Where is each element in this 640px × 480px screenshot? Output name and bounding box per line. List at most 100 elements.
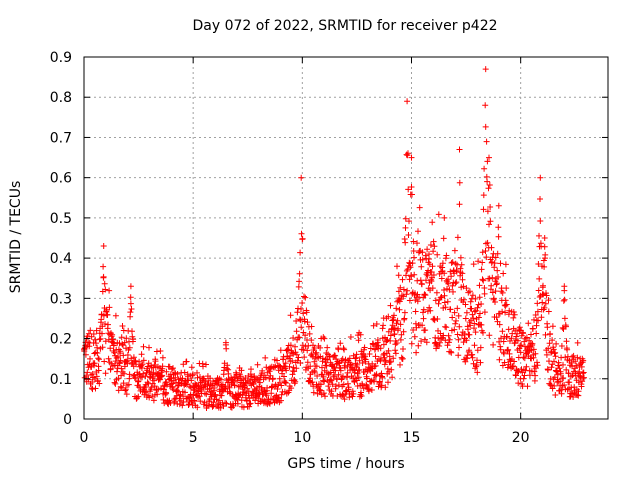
data-point (311, 358, 318, 365)
data-point (353, 351, 360, 358)
data-point (332, 383, 339, 390)
data-point (364, 375, 370, 382)
data-point (126, 371, 133, 378)
data-point (504, 364, 511, 371)
data-point (112, 380, 119, 387)
data-point (197, 398, 204, 405)
data-point (290, 335, 297, 341)
data-point (560, 361, 566, 368)
data-point (93, 327, 100, 334)
data-point (457, 254, 464, 261)
data-point (322, 393, 328, 400)
data-point (298, 230, 305, 237)
data-point (486, 221, 492, 228)
data-point (365, 388, 372, 395)
data-point (543, 351, 550, 358)
data-point (247, 400, 254, 407)
data-point (427, 242, 434, 248)
data-point (534, 308, 541, 315)
x-axis-label: GPS time / hours (287, 456, 405, 472)
data-point (466, 347, 473, 354)
data-point (266, 399, 272, 406)
data-point (536, 232, 542, 239)
data-point (423, 277, 429, 284)
data-point (388, 358, 394, 365)
data-point (403, 291, 410, 298)
data-point (210, 399, 217, 406)
data-point (117, 357, 124, 364)
data-point (266, 400, 273, 407)
data-point (371, 378, 378, 385)
data-point (472, 329, 479, 336)
data-point (505, 346, 512, 353)
data-point (334, 375, 340, 382)
data-point (142, 389, 149, 396)
data-point (240, 404, 247, 411)
data-point (560, 375, 567, 381)
data-point (286, 355, 292, 362)
data-point (121, 339, 128, 346)
data-point (102, 338, 109, 345)
data-point (87, 355, 93, 362)
data-point (289, 349, 295, 356)
data-point (366, 351, 373, 357)
data-point (85, 376, 92, 383)
data-point (152, 358, 159, 365)
data-point (474, 304, 481, 311)
data-point (297, 317, 304, 324)
data-point (370, 341, 377, 348)
data-point (553, 340, 560, 347)
data-point (548, 364, 555, 371)
data-point (447, 306, 454, 313)
data-point (415, 342, 422, 349)
data-point (362, 356, 369, 363)
data-point (560, 297, 567, 304)
data-point (220, 403, 227, 410)
data-point (320, 373, 327, 380)
data-point (295, 354, 302, 361)
data-point (402, 239, 409, 246)
data-point (470, 360, 477, 367)
data-point (410, 248, 417, 254)
data-point (310, 383, 317, 390)
data-point (455, 336, 462, 343)
data-point (504, 333, 510, 340)
data-point (556, 365, 563, 372)
data-point (489, 289, 496, 296)
data-point (409, 260, 416, 267)
data-point (463, 337, 470, 344)
data-point (414, 240, 420, 247)
data-point (435, 211, 442, 218)
data-point (442, 304, 449, 311)
data-point (521, 338, 528, 345)
data-point (389, 374, 396, 381)
data-point (542, 251, 549, 258)
data-point (347, 334, 354, 340)
data-point (384, 336, 391, 343)
data-point (515, 380, 522, 387)
data-point (529, 325, 536, 332)
data-point (368, 387, 375, 393)
data-point (540, 282, 546, 289)
data-point (540, 291, 547, 298)
data-point (572, 365, 578, 372)
data-point (487, 218, 494, 225)
data-point (380, 322, 387, 329)
data-point (408, 273, 415, 280)
data-point (552, 353, 559, 360)
data-point (435, 300, 442, 307)
data-point (458, 261, 465, 268)
data-point (487, 204, 494, 210)
data-point (476, 294, 483, 301)
data-point (94, 350, 101, 356)
data-point (568, 359, 575, 366)
data-point (482, 102, 489, 109)
data-point (171, 398, 178, 405)
data-point (499, 308, 506, 315)
data-point (531, 377, 538, 384)
data-point (533, 322, 540, 329)
data-point (454, 234, 461, 241)
data-point (564, 386, 571, 393)
data-point (545, 297, 552, 304)
data-point (561, 315, 568, 322)
